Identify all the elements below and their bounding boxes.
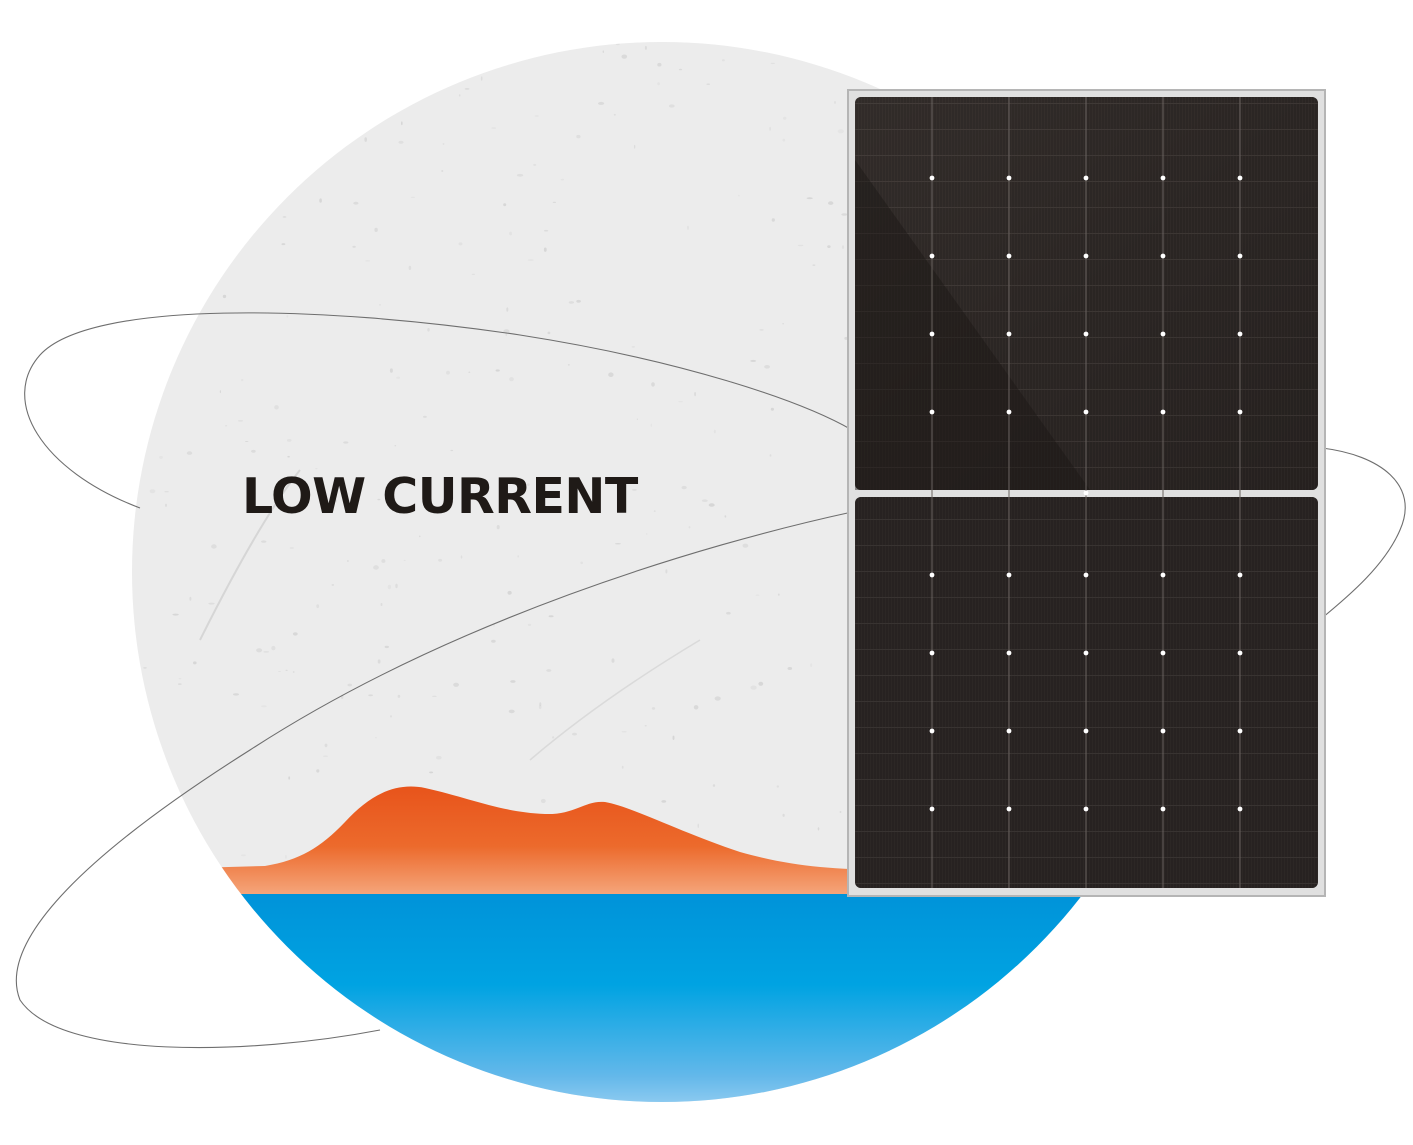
mountain-graphic: [132, 786, 900, 895]
headline-text: LOW CURRENT: [242, 468, 638, 525]
orbit-ring: [15, 312, 1406, 1049]
solar-panel-icon: [847, 89, 1326, 897]
water-graphic: [132, 894, 1192, 1102]
